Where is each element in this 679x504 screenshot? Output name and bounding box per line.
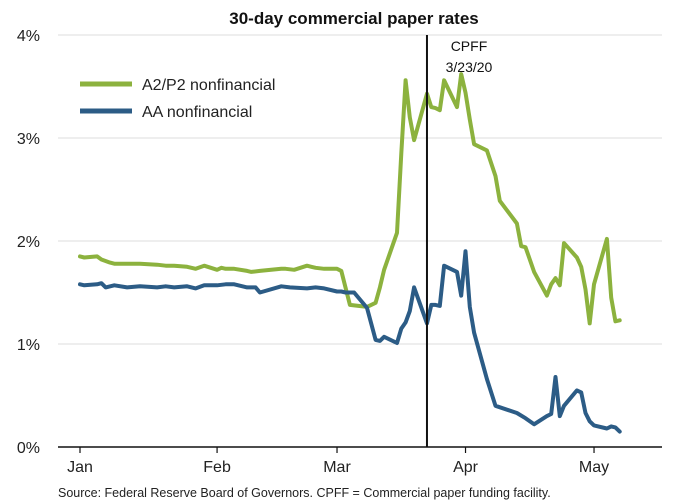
x-tick-label: Feb — [203, 459, 231, 476]
x-axis-ticks: Jan Feb Mar Apr May — [67, 447, 609, 476]
x-tick-label: Mar — [323, 459, 351, 476]
cpff-annotation: CPFF 3/23/20 — [425, 35, 493, 447]
y-tick-label: 4% — [17, 28, 40, 45]
gridlines — [58, 34, 662, 448]
series-lines — [78, 72, 622, 434]
legend: A2/P2 nonfinancial AA nonfinancial — [80, 77, 275, 121]
y-tick-label: 3% — [17, 131, 40, 148]
y-tick-label: 2% — [17, 234, 40, 251]
source-note: Source: Federal Reserve Board of Governo… — [58, 486, 551, 500]
x-tick-label: Apr — [453, 459, 479, 476]
y-axis-ticks: 0% 1% 2% 3% 4% — [17, 28, 40, 457]
x-tick-label: Jan — [67, 459, 93, 476]
x-tick-label: May — [579, 459, 609, 476]
series-line-a2p2-nonfinancial — [78, 72, 622, 326]
legend-label: A2/P2 nonfinancial — [142, 77, 275, 94]
series-line-aa-nonfinancial — [78, 249, 622, 434]
cpff-annotation-label: 3/23/20 — [446, 59, 493, 75]
chart-title: 30-day commercial paper rates — [229, 9, 478, 28]
y-tick-label: 0% — [17, 440, 40, 457]
cpff-annotation-label: CPFF — [451, 38, 488, 54]
legend-label: AA nonfinancial — [142, 104, 252, 121]
y-tick-label: 1% — [17, 337, 40, 354]
